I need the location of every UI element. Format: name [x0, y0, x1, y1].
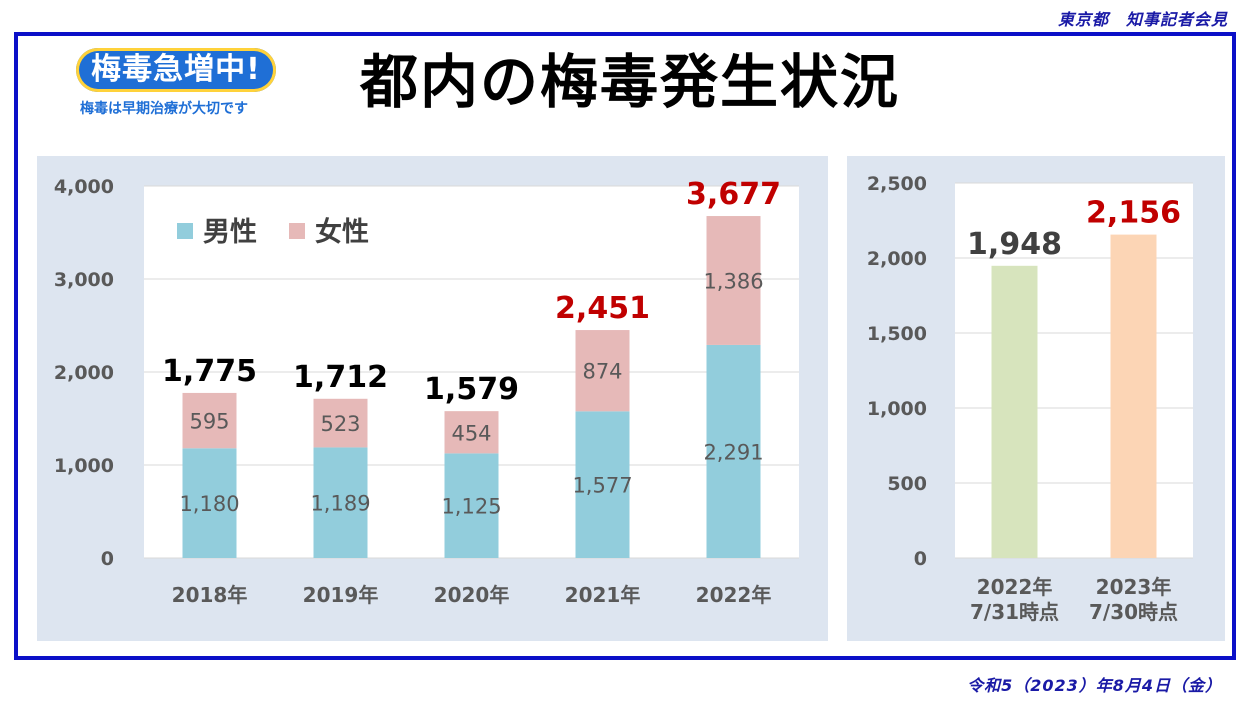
bar-value-label: 1,948	[967, 227, 1062, 262]
x-tick-label: 2020年	[434, 583, 510, 607]
y-tick-label: 0	[914, 548, 927, 570]
y-tick-label: 1,000	[54, 455, 114, 477]
ytd-chart-panel: 0 500 1,000 1,500 2,000 2,500 1,948 2022年 7/31時点…	[847, 156, 1225, 641]
legend-swatch	[289, 223, 305, 239]
bar-segment	[575, 330, 630, 412]
bar-segment	[575, 411, 630, 558]
segment-value-label: 2,291	[703, 440, 763, 464]
y-tick-label: 2,500	[867, 173, 927, 195]
bar	[1110, 234, 1157, 558]
total-value-label: 1,712	[293, 360, 388, 395]
bar	[991, 265, 1038, 558]
total-value-label: 3,677	[686, 177, 781, 212]
segment-value-label: 1,180	[179, 492, 239, 516]
y-tick-label: 3,000	[54, 269, 114, 291]
segment-value-label: 523	[320, 412, 360, 436]
total-value-label: 1,579	[424, 372, 519, 407]
annual-stacked-bar-chart: 0 1,000 2,000 3,000 4,000 1,180 595 1,775 2018年 1…	[54, 176, 799, 607]
segment-value-label: 1,189	[310, 492, 370, 516]
x-tick-label: 2018年	[172, 583, 248, 607]
bar-segment	[182, 392, 237, 449]
bar-segment	[706, 216, 761, 345]
legend-swatch	[177, 223, 193, 239]
segment-value-label: 595	[189, 410, 229, 434]
y-tick-label: 0	[101, 548, 114, 570]
bar-value-label: 2,156	[1086, 196, 1181, 231]
segment-value-label: 454	[451, 421, 491, 445]
x-tick-label: 2022年	[696, 583, 772, 607]
bar-segment	[444, 453, 499, 558]
logo-main-text: 梅毒急増中!	[76, 48, 276, 92]
y-tick-label: 2,000	[867, 248, 927, 270]
x-tick-label: 2019年	[303, 583, 379, 607]
segment-value-label: 1,125	[441, 495, 501, 519]
total-value-label: 2,451	[555, 291, 650, 326]
footer-date: 令和5（2023）年8月4日（金）	[967, 676, 1222, 695]
campaign-logo: 梅毒急増中! 梅毒は早期治療が大切です	[72, 44, 282, 124]
page-title: 都内の梅毒発生状況	[359, 48, 900, 116]
y-tick-label: 500	[887, 473, 927, 495]
segment-value-label: 874	[582, 360, 622, 384]
bar-segment	[313, 447, 368, 558]
bar-segment	[444, 411, 499, 454]
annual-chart-panel: 0 1,000 2,000 3,000 4,000 1,180 595 1,775 2018年 1…	[37, 156, 828, 641]
y-tick-label: 1,500	[867, 323, 927, 345]
x-tick-label: 2021年	[565, 583, 641, 607]
x-tick-label: 7/31時点	[970, 600, 1059, 624]
x-tick-label: 2022年	[977, 575, 1053, 599]
y-tick-label: 4,000	[54, 176, 114, 198]
bar-segment	[313, 398, 368, 448]
segment-value-label: 1,577	[572, 474, 632, 498]
y-tick-label: 1,000	[867, 398, 927, 420]
total-value-label: 1,775	[162, 354, 257, 389]
header-organization: 東京都 知事記者会見	[1057, 10, 1228, 29]
legend-label: 女性	[315, 216, 369, 248]
ytd-bar-chart: 0 500 1,000 1,500 2,000 2,500 1,948 2022年7/31時点…	[867, 173, 1193, 624]
bar-segment	[182, 448, 237, 558]
x-tick-label: 2023年	[1096, 575, 1172, 599]
segment-value-label: 1,386	[703, 269, 763, 293]
bar-segment	[706, 344, 761, 558]
x-tick-label: 7/30時点	[1089, 600, 1178, 624]
logo-sub-text: 梅毒は早期治療が大切です	[80, 101, 248, 117]
legend-label: 男性	[203, 217, 257, 248]
y-tick-label: 2,000	[54, 362, 114, 384]
